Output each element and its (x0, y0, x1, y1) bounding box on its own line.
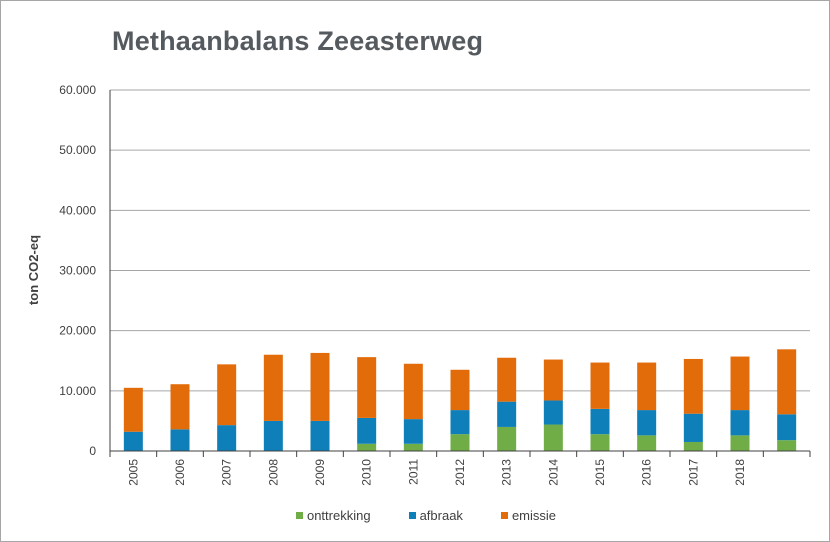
x-tick-label: 2016 (640, 459, 654, 486)
bar-segment-emissie (777, 349, 797, 415)
bar-segment-afbraak (263, 420, 283, 451)
x-tick-label: 2007 (220, 459, 234, 486)
bar-segment-afbraak (683, 413, 703, 442)
bar-segment-emissie (497, 357, 517, 402)
bar-segment-emissie (357, 357, 377, 418)
bar-segment-emissie (543, 359, 563, 401)
bar-segment-afbraak (497, 401, 517, 427)
bar-segment-emissie (170, 384, 190, 430)
y-tick-label: 30.000 (59, 264, 96, 278)
legend-swatch (500, 512, 508, 519)
bar-segment-onttrekking (637, 435, 657, 451)
x-tick-label: 2018 (733, 459, 747, 486)
x-tick-label: 2013 (500, 459, 514, 486)
x-tick-label: 2017 (686, 459, 700, 486)
bar-segment-emissie (310, 352, 330, 421)
legend-label: emissie (511, 508, 557, 523)
legend-swatch (295, 512, 303, 519)
bar-segment-emissie (683, 358, 703, 414)
legend-item-onttrekking: onttrekking (274, 508, 371, 523)
bar-segment-afbraak (637, 410, 657, 436)
x-tick-label: 2011 (406, 459, 420, 485)
x-tick-label: 2010 (360, 459, 374, 486)
y-tick-label: 0 (89, 444, 96, 458)
x-tick-label: 2014 (546, 459, 560, 486)
bar-segment-emissie (590, 362, 610, 409)
x-tick-label: 2008 (266, 459, 280, 486)
bar-segment-onttrekking (590, 434, 610, 451)
legend-swatch (408, 512, 416, 519)
bar-segment-afbraak (590, 408, 610, 435)
legend-label: onttrekking (306, 508, 371, 523)
x-tick-label: 2009 (313, 459, 327, 486)
x-tick-label: 2006 (173, 459, 187, 486)
bar-segment-afbraak (310, 420, 330, 451)
bar-segment-afbraak (217, 425, 237, 451)
gridlines (110, 89, 810, 392)
legend-label: afbraak (419, 508, 463, 523)
bar-segment-emissie (637, 362, 657, 411)
x-tick-label: 2005 (126, 459, 140, 486)
bar-segment-afbraak (170, 429, 190, 451)
bar-segment-onttrekking (683, 441, 703, 451)
axes: 0 10.000 20.000 30.000 40.000 50.000 60.000 200… (59, 83, 811, 486)
bar-segment-onttrekking (357, 443, 377, 451)
x-tick-label: 2012 (453, 459, 467, 486)
bar-segment-emissie (450, 369, 470, 411)
bar-segment-afbraak (730, 410, 750, 436)
bar-segment-emissie (217, 364, 237, 426)
y-tick-label: 10.000 (59, 384, 96, 398)
legend: onttrekking afbraak emissie (0, 508, 830, 523)
bar-segment-afbraak (123, 431, 143, 451)
bars (123, 349, 797, 451)
bar-segment-onttrekking (543, 424, 563, 451)
bar-segment-onttrekking (497, 426, 517, 451)
chart-title: Methaanbalans Zeeasterweg (112, 26, 484, 56)
bar-segment-emissie (730, 356, 750, 411)
legend-item-afbraak: afbraak (387, 508, 463, 523)
bar-segment-onttrekking (403, 443, 423, 451)
bar-segment-afbraak (777, 414, 797, 441)
bar-segment-afbraak (543, 400, 563, 425)
bar-segment-emissie (123, 387, 143, 432)
bar-segment-onttrekking (730, 435, 750, 451)
bar-segment-onttrekking (777, 440, 797, 451)
bar-segment-onttrekking (450, 434, 470, 451)
bar-segment-afbraak (450, 410, 470, 435)
bar-segment-afbraak (357, 417, 377, 444)
y-tick-label: 20.000 (59, 324, 96, 338)
bar-segment-emissie (403, 363, 423, 420)
y-tick-label: 50.000 (59, 143, 96, 157)
y-tick-label: 60.000 (59, 83, 96, 97)
legend-item-emissie: emissie (479, 508, 556, 523)
bar-segment-afbraak (403, 419, 423, 444)
bar-segment-emissie (263, 354, 283, 421)
x-tick-label: 2015 (593, 459, 607, 486)
y-tick-label: 40.000 (59, 203, 96, 217)
y-axis-label: ton CO2-eq (26, 235, 41, 305)
